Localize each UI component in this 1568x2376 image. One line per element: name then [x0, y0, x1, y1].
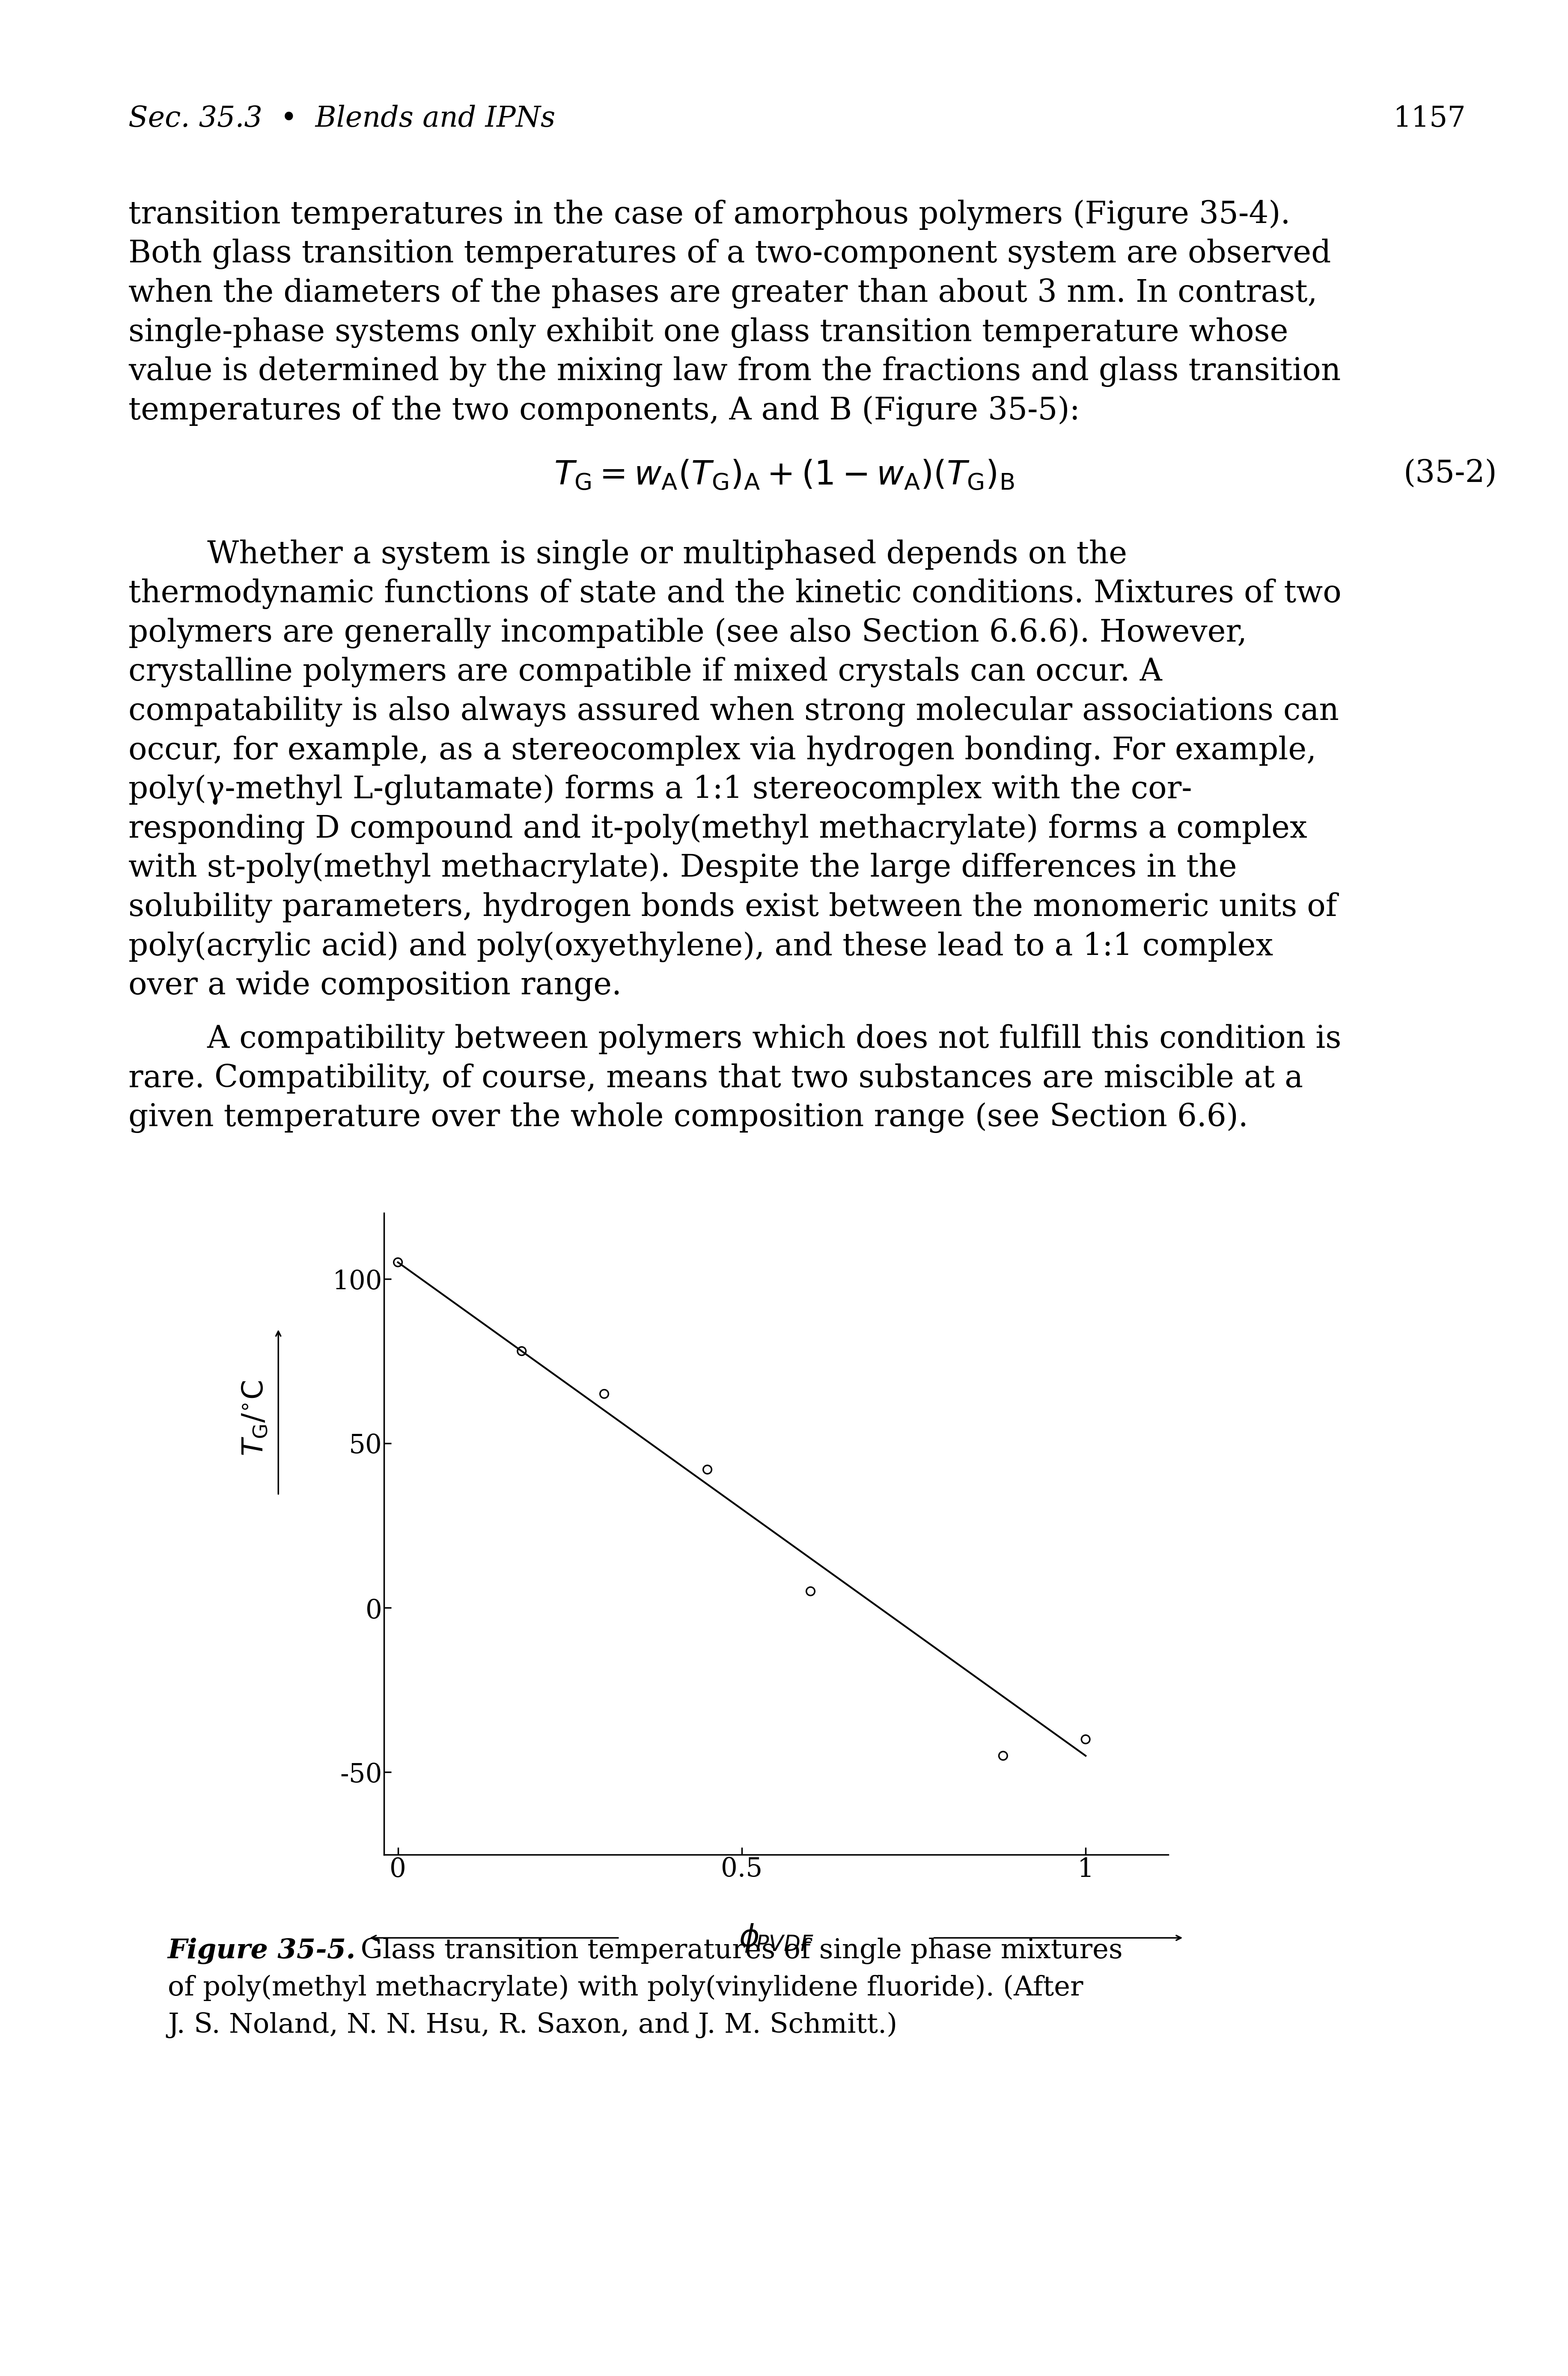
Text: Sec. 35.3  •  Blends and IPNs: Sec. 35.3 • Blends and IPNs	[129, 105, 555, 133]
Text: Both glass transition temperatures of a two-component system are observed: Both glass transition temperatures of a …	[129, 240, 1331, 268]
Text: of poly(methyl methacrylate) with poly(vinylidene fluoride). (After: of poly(methyl methacrylate) with poly(v…	[168, 1974, 1083, 2001]
Text: polymers are generally incompatible (see also Section 6.6.6). However,: polymers are generally incompatible (see…	[129, 618, 1247, 649]
Text: Figure 35-5.: Figure 35-5.	[168, 1936, 356, 1965]
Text: rare. Compatibility, of course, means that two substances are miscible at a: rare. Compatibility, of course, means th…	[129, 1062, 1303, 1093]
Text: given temperature over the whole composition range (see Section 6.6).: given temperature over the whole composi…	[129, 1102, 1248, 1133]
Text: thermodynamic functions of state and the kinetic conditions. Mixtures of two: thermodynamic functions of state and the…	[129, 577, 1342, 608]
Point	[798, 1573, 823, 1611]
Point	[386, 1243, 411, 1281]
Text: when the diameters of the phases are greater than about 3 nm. In contrast,: when the diameters of the phases are gre…	[129, 278, 1317, 309]
Text: Whether a system is single or multiphased depends on the: Whether a system is single or multiphase…	[129, 539, 1127, 570]
Text: $\mathit{T}_{\rm G}/{}^{\circ}{\rm C}$: $\mathit{T}_{\rm G}/{}^{\circ}{\rm C}$	[240, 1380, 270, 1456]
Text: transition temperatures in the case of amorphous polymers (Figure 35-4).: transition temperatures in the case of a…	[129, 200, 1290, 230]
Text: A compatibility between polymers which does not fulfill this condition is: A compatibility between polymers which d…	[129, 1024, 1342, 1055]
Point	[1073, 1720, 1098, 1758]
Text: Glass transition temperatures of single phase mixtures: Glass transition temperatures of single …	[343, 1936, 1123, 1965]
Text: with st-poly(methyl methacrylate). Despite the large differences in the: with st-poly(methyl methacrylate). Despi…	[129, 853, 1237, 884]
Text: 1157: 1157	[1394, 105, 1466, 133]
Point	[695, 1449, 720, 1487]
Point	[991, 1737, 1016, 1775]
Text: $T_{\rm G} = w_{\rm A}(T_{\rm G})_{\rm A} + (1 - w_{\rm A})(T_{\rm G})_{\rm B}$: $T_{\rm G} = w_{\rm A}(T_{\rm G})_{\rm A…	[554, 459, 1014, 492]
Text: over a wide composition range.: over a wide composition range.	[129, 969, 621, 1000]
Text: solubility parameters, hydrogen bonds exist between the monomeric units of: solubility parameters, hydrogen bonds ex…	[129, 891, 1338, 922]
Point	[591, 1376, 616, 1414]
Text: $\phi_{\!\mathit{PVDF}}$: $\phi_{\!\mathit{PVDF}}$	[739, 1922, 814, 1953]
Text: J. S. Noland, N. N. Hsu, R. Saxon, and J. M. Schmitt.): J. S. Noland, N. N. Hsu, R. Saxon, and J…	[168, 2012, 897, 2039]
Text: (35-2): (35-2)	[1403, 459, 1497, 489]
Text: occur, for example, as a stereocomplex via hydrogen bonding. For example,: occur, for example, as a stereocomplex v…	[129, 734, 1317, 765]
Text: crystalline polymers are compatible if mixed crystals can occur. A: crystalline polymers are compatible if m…	[129, 656, 1162, 687]
Text: single-phase systems only exhibit one glass transition temperature whose: single-phase systems only exhibit one gl…	[129, 318, 1289, 347]
Text: compatability is also always assured when strong molecular associations can: compatability is also always assured whe…	[129, 696, 1339, 727]
Text: value is determined by the mixing law from the fractions and glass transition: value is determined by the mixing law fr…	[129, 356, 1341, 387]
Text: responding D compound and it-poly(methyl methacrylate) forms a complex: responding D compound and it-poly(methyl…	[129, 813, 1308, 843]
Text: poly(γ-methyl L-glutamate) forms a 1:1 stereocomplex with the cor-: poly(γ-methyl L-glutamate) forms a 1:1 s…	[129, 775, 1192, 805]
Text: temperatures of the two components, A and B (Figure 35-5):: temperatures of the two components, A an…	[129, 394, 1080, 425]
Text: poly(acrylic acid) and poly(oxyethylene), and these lead to a 1:1 complex: poly(acrylic acid) and poly(oxyethylene)…	[129, 931, 1273, 962]
Point	[510, 1333, 535, 1371]
